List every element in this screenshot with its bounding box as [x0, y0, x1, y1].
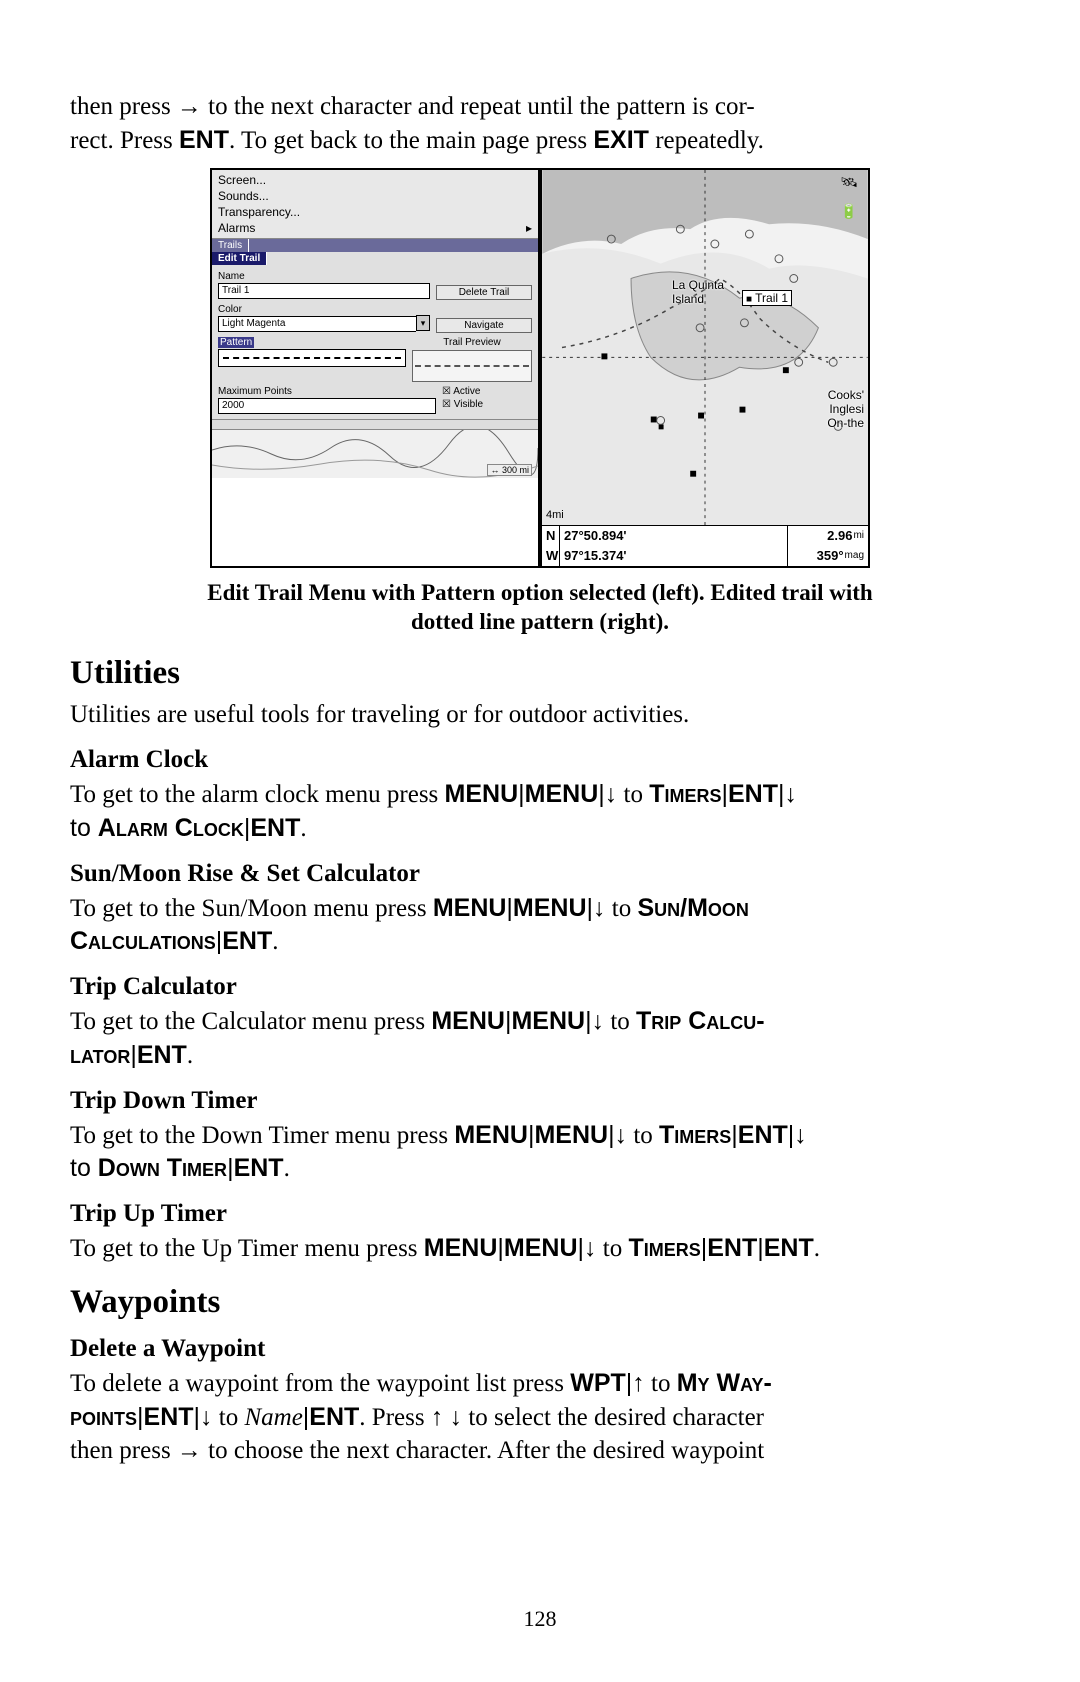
top-menu-list: Screen... Sounds... Transparency... Alar… [212, 170, 538, 240]
trail-label-text: Trail 1 [755, 291, 788, 305]
tab-bar-2: Edit Trail [212, 252, 538, 265]
screenshot-edit-trail-menu: Screen... Sounds... Transparency... Alar… [210, 168, 540, 568]
status-distance: 2.96mi [788, 526, 868, 546]
status-n: N [542, 526, 560, 546]
dropdown-icon[interactable]: ▾ [416, 315, 430, 331]
key-ent: ENT [179, 126, 229, 154]
utilities-intro: Utilities are useful tools for traveling… [70, 698, 1010, 732]
heading-trip-down: Trip Down Timer [70, 1087, 1010, 1115]
label-max-points: Maximum Points [218, 386, 436, 397]
edit-trail-form: Name Trail 1 Delete Trail Color Light Ma… [212, 265, 538, 419]
status-bearing: 359°mag [788, 546, 868, 566]
label-name: Name [218, 271, 532, 282]
menu-item[interactable]: Screen... [218, 172, 532, 188]
tab-filler [249, 239, 538, 252]
trail-label-box[interactable]: ■ Trail 1 [742, 290, 792, 306]
map-svg [542, 170, 868, 525]
map-canvas[interactable]: 🛰 🔋 La Quinta Island ■ Trail 1 Cooks' In… [542, 170, 868, 525]
intro-text: repeatedly. [649, 127, 764, 154]
heading-trip-up: Trip Up Timer [70, 1200, 1010, 1228]
map-label-island: Island [672, 292, 704, 306]
trail-preview-box [412, 350, 532, 382]
status-lat: 27°50.894' [560, 526, 788, 546]
para-trip-up: To get to the Up Timer menu press MENU|M… [70, 1232, 1010, 1266]
intro-paragraph: then press → to the next character and r… [70, 90, 1010, 158]
label-pattern-selected[interactable]: Pattern [218, 337, 254, 348]
status-w: W [542, 546, 560, 566]
map-label-cooks: Cooks' [828, 388, 864, 402]
intro-text: . To get back to the main page press [229, 127, 593, 154]
max-points-input[interactable]: 2000 [218, 398, 436, 414]
battery-icon: 🔋 [840, 203, 857, 220]
para-trip-calc: To get to the Calculator menu press MENU… [70, 1005, 1010, 1073]
heading-sun-moon: Sun/Moon Rise & Set Calculator [70, 860, 1010, 888]
para-sun-moon: To get to the Sun/Moon menu press MENU|M… [70, 892, 1010, 960]
intro-text: then press [70, 93, 177, 120]
scale-readout: ↔ 300 mi [487, 464, 532, 476]
para-alarm-clock: To get to the alarm clock menu press MEN… [70, 778, 1010, 846]
pattern-input[interactable] [218, 349, 406, 367]
para-delete-waypoint: To delete a waypoint from the waypoint l… [70, 1367, 1010, 1468]
tab-edit-trail[interactable]: Edit Trail [212, 252, 267, 265]
status-lon: 97°15.374' [560, 546, 788, 566]
screenshot-map-view: 🛰 🔋 La Quinta Island ■ Trail 1 Cooks' In… [540, 168, 870, 568]
satellite-icon: 🛰 [840, 174, 858, 191]
tab-trails[interactable]: Trails [212, 239, 249, 252]
heading-delete-waypoint: Delete a Waypoint [70, 1335, 1010, 1363]
menu-item[interactable]: Alarms [218, 220, 532, 236]
right-arrow-glyph: → [177, 92, 202, 120]
status-bar: N 27°50.894' 2.96mi W 97°15.374' 359°mag [542, 525, 868, 566]
map-label-inglesi: Inglesi [829, 402, 864, 416]
tab-bar: Trails [212, 239, 538, 252]
menu-item[interactable]: Sounds... [218, 188, 532, 204]
checkbox-visible[interactable]: Visible [442, 399, 532, 410]
heading-trip-calc: Trip Calculator [70, 973, 1010, 1001]
menu-item[interactable]: Transparency... [218, 204, 532, 220]
map-overlay-icons: 🛰 🔋 [840, 174, 858, 220]
intro-text: to the next character and repeat until t… [202, 93, 755, 120]
figure-screenshots: Screen... Sounds... Transparency... Alar… [70, 168, 1010, 568]
intro-text: rect. Press [70, 127, 179, 154]
tab-filler [267, 252, 538, 265]
label-color: Color [218, 304, 532, 315]
page-number: 128 [0, 1606, 1080, 1632]
name-input[interactable]: Trail 1 [218, 283, 430, 299]
scrollbar[interactable] [212, 419, 538, 429]
heading-waypoints: Waypoints [70, 1284, 1010, 1321]
checkbox-active[interactable]: Active [442, 386, 532, 397]
para-trip-down: To get to the Down Timer menu press MENU… [70, 1119, 1010, 1187]
color-select[interactable]: Light Magenta [218, 316, 416, 332]
map-label-la-quinta: La Quinta [672, 278, 724, 292]
delete-trail-button[interactable]: Delete Trail [436, 285, 532, 300]
heading-utilities: Utilities [70, 655, 1010, 692]
map-label-onthe: On-the [827, 416, 864, 430]
figure-caption: Edit Trail Menu with Pattern option sele… [110, 578, 970, 638]
heading-alarm-clock: Alarm Clock [70, 746, 1010, 774]
map-scale: 4mi [546, 509, 564, 521]
key-exit: EXIT [593, 126, 649, 154]
label-trail-preview: Trail Preview [412, 337, 532, 348]
mini-map-preview: ↔ 300 mi [212, 429, 538, 478]
navigate-button[interactable]: Navigate [436, 318, 532, 333]
